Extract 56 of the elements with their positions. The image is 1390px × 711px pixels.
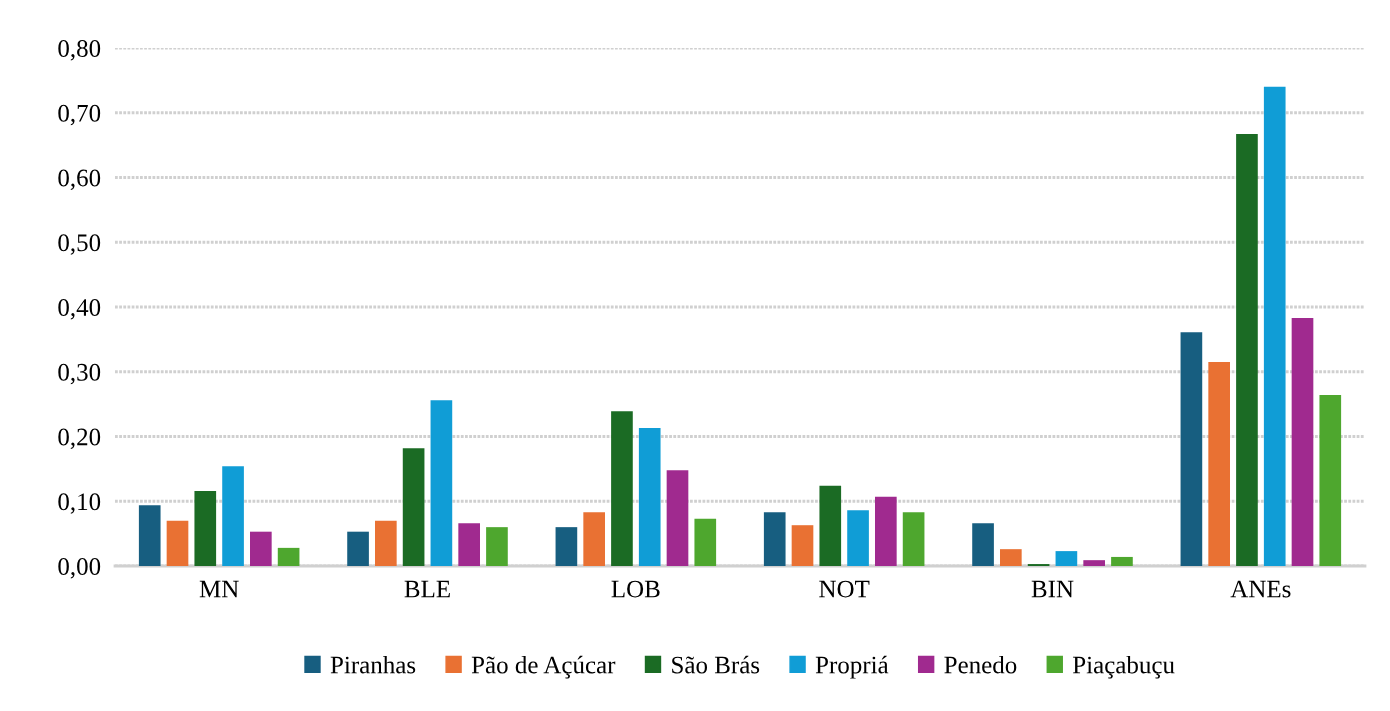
bar bbox=[458, 523, 480, 566]
y-tick-label: 0,80 bbox=[58, 40, 101, 61]
bar bbox=[1055, 551, 1078, 566]
y-tick-label: 0,30 bbox=[58, 363, 101, 385]
bar bbox=[694, 518, 717, 566]
x-tick-label: NOT bbox=[819, 580, 870, 598]
bar bbox=[250, 531, 272, 566]
bar bbox=[375, 520, 397, 566]
y-tick-label: 0,40 bbox=[58, 299, 101, 320]
y-tick-label: 0,10 bbox=[58, 493, 101, 514]
bar bbox=[611, 411, 633, 566]
bar bbox=[1291, 318, 1314, 566]
legend-label: Piranhas bbox=[330, 655, 416, 674]
bar bbox=[1263, 86, 1286, 566]
bar bbox=[194, 490, 217, 566]
legend-label: São Brás bbox=[672, 655, 760, 674]
bar bbox=[791, 525, 814, 566]
bar bbox=[402, 448, 425, 566]
x-tick-label: ANEs bbox=[1230, 580, 1291, 598]
bar bbox=[666, 470, 689, 566]
x-tick-label: BIN bbox=[1031, 580, 1074, 598]
bar bbox=[277, 547, 300, 566]
y-tick-label: 0,00 bbox=[58, 558, 101, 579]
x-tick-label: LOB bbox=[611, 580, 660, 598]
bar bbox=[430, 400, 453, 566]
bar bbox=[972, 523, 994, 566]
y-tick-label: 0,20 bbox=[58, 428, 101, 450]
bar bbox=[819, 485, 842, 566]
bar bbox=[1083, 560, 1105, 566]
bar bbox=[875, 496, 897, 566]
bar bbox=[166, 520, 189, 566]
bar bbox=[1319, 395, 1342, 566]
legend-label: Pão de Açúcar bbox=[471, 655, 616, 679]
y-tick-label: 0,50 bbox=[58, 234, 101, 255]
bar bbox=[1000, 549, 1022, 566]
bar bbox=[222, 466, 244, 566]
bar bbox=[902, 512, 925, 566]
bar bbox=[138, 505, 161, 566]
bar bbox=[638, 428, 661, 566]
bar bbox=[1111, 556, 1133, 566]
bar bbox=[347, 531, 369, 566]
bar bbox=[763, 512, 786, 566]
y-tick-label: 0,60 bbox=[58, 169, 101, 191]
y-tick-label: 0,70 bbox=[58, 104, 101, 126]
bar bbox=[486, 527, 508, 566]
bar bbox=[847, 510, 869, 566]
bar bbox=[1180, 332, 1203, 566]
x-tick-label: BLE bbox=[404, 580, 450, 598]
bar bbox=[555, 527, 578, 566]
legend-label: Piaçabuçu bbox=[1072, 655, 1175, 679]
legend-label: Penedo bbox=[944, 655, 1017, 674]
x-tick-label: MN bbox=[199, 580, 239, 598]
bar bbox=[583, 512, 605, 566]
bar bbox=[1208, 362, 1230, 566]
legend-label: Propriá bbox=[815, 655, 889, 679]
bar bbox=[1236, 134, 1258, 566]
